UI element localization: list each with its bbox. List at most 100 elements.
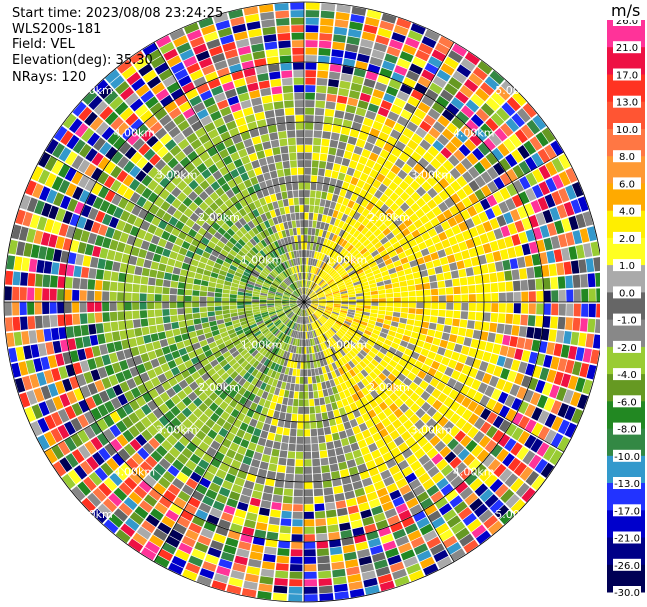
ray-gate <box>304 399 309 407</box>
ray-gate <box>174 68 189 81</box>
ray-gate <box>526 326 535 339</box>
ray-gate <box>430 158 442 170</box>
ray-gate <box>113 206 124 219</box>
ray-gate <box>431 235 441 244</box>
ray-gate <box>354 265 362 272</box>
ray-gate <box>276 215 283 224</box>
ray-gate <box>39 186 51 201</box>
radar-ray-gates <box>4 2 600 602</box>
ray-gate <box>304 235 308 243</box>
ray-gate <box>407 30 423 42</box>
ray-gate <box>375 138 386 149</box>
ray-gate <box>180 465 193 477</box>
ray-gate <box>496 448 509 463</box>
ray-gate <box>482 273 490 284</box>
ray-gate <box>268 324 275 330</box>
ray-gate <box>289 267 294 275</box>
ray-gate <box>299 316 302 324</box>
ray-gate <box>312 314 317 321</box>
ray-gate <box>314 267 319 275</box>
ray-gate <box>224 257 233 265</box>
ray-gate <box>495 261 504 272</box>
ray-gate <box>425 163 437 175</box>
ray-gate <box>38 169 51 185</box>
ray-gate <box>541 264 550 277</box>
ray-gate <box>255 362 263 371</box>
ray-gate <box>410 180 421 191</box>
ray-gate <box>318 435 326 444</box>
ray-gate <box>237 264 246 271</box>
ray-gate <box>361 85 374 96</box>
ray-gate <box>340 126 351 136</box>
ray-gate <box>377 573 393 584</box>
ray-gate <box>430 288 439 296</box>
ray-gate <box>344 242 351 250</box>
ray-gate <box>236 548 250 558</box>
ray-gate <box>294 265 298 273</box>
ray-gate <box>323 273 329 280</box>
ray-gate <box>278 274 284 281</box>
ray-gate <box>391 32 406 43</box>
ray-gate <box>331 386 339 395</box>
ray-gate <box>310 421 317 429</box>
ray-gate <box>357 463 368 473</box>
ray-gate <box>446 254 456 264</box>
ray-gate <box>162 152 174 164</box>
ray-gate <box>161 380 172 391</box>
ray-gate <box>176 42 192 54</box>
ray-gate <box>340 529 353 539</box>
ray-gate <box>539 224 550 238</box>
ray-gate <box>470 338 480 349</box>
ray-gate <box>351 153 361 162</box>
ray-gate <box>314 368 319 376</box>
ray-gate <box>356 268 364 275</box>
ray-gate <box>222 455 233 466</box>
ray-gate <box>334 343 342 351</box>
ray-gate <box>305 265 308 273</box>
ray-gate <box>408 302 416 308</box>
ray-gate <box>275 295 282 299</box>
ray-gate <box>222 335 231 343</box>
ray-gate <box>345 190 353 200</box>
ray-gate <box>221 222 230 232</box>
ray-gate <box>479 157 492 170</box>
ray-gate <box>248 202 257 211</box>
ray-gate <box>414 419 425 430</box>
ray-gate <box>355 432 364 442</box>
ray-gate <box>566 289 574 302</box>
ray-gate <box>169 145 182 157</box>
ray-gate <box>286 260 291 268</box>
ray-gate <box>158 68 173 81</box>
ray-gate <box>311 443 319 452</box>
ray-gate <box>181 262 190 271</box>
ray-gate <box>142 161 154 174</box>
ray-gate <box>454 462 467 475</box>
ray-gate <box>331 170 339 179</box>
ray-gate <box>440 63 455 76</box>
ray-gate <box>75 337 84 349</box>
ray-gate <box>322 480 333 488</box>
ray-gate <box>290 304 298 308</box>
ray-gate <box>231 336 239 343</box>
ray-gate <box>329 546 343 555</box>
ray-gate <box>557 276 566 289</box>
ray-gate <box>190 336 199 345</box>
ray-gate <box>195 430 207 441</box>
ray-gate <box>541 127 556 143</box>
colorbar-tick-bg <box>613 395 641 408</box>
ray-gate <box>158 458 171 470</box>
ray-gate <box>304 481 313 489</box>
ray-gate <box>328 258 335 266</box>
ray-gate <box>194 347 204 356</box>
ray-gate <box>277 465 286 473</box>
ray-gate <box>311 451 320 459</box>
ray-gate <box>411 133 423 145</box>
ray-gate <box>249 337 258 344</box>
ray-gate <box>298 175 304 183</box>
ray-gate <box>556 387 567 402</box>
ray-gate <box>313 322 318 329</box>
ray-gate <box>38 246 48 260</box>
ray-gate <box>463 337 472 347</box>
ray-gate <box>267 333 274 341</box>
colorbar-tick-label: 0.0 <box>619 288 635 299</box>
